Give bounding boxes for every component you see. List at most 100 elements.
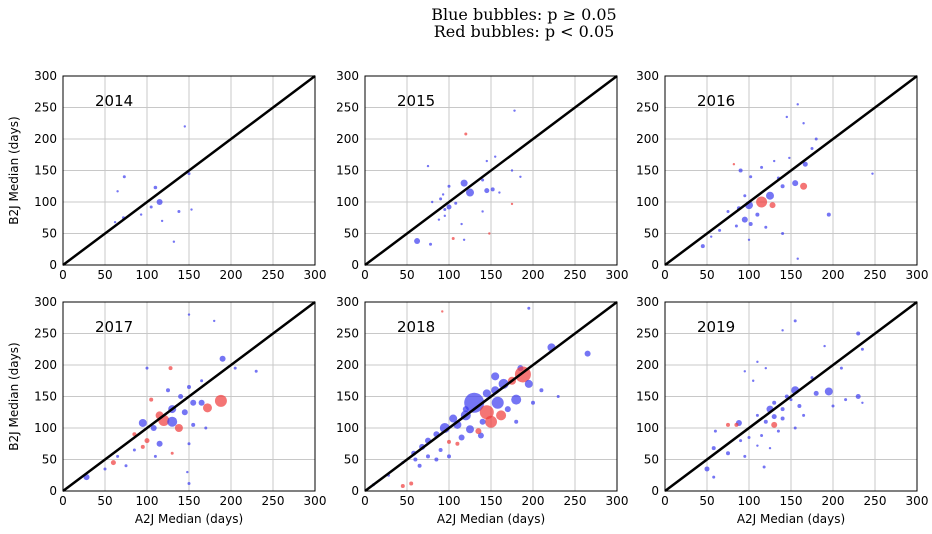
bubble-blue [802,413,806,417]
x-tick-label: 300 [906,268,929,282]
x-tick-label: 300 [906,494,929,508]
axes-frame [364,301,618,492]
bubble-blue [584,350,591,357]
bubble-blue [490,187,495,192]
bubble-blue [181,409,188,416]
bubble-blue [793,426,797,430]
bubble-red [214,394,227,407]
bubble-blue [519,175,522,178]
bubble-blue [139,213,143,216]
bubble-red [726,422,730,427]
year-label: 2017 [95,318,133,336]
bubble-blue [771,414,777,420]
bubble-blue [780,416,785,421]
x-tick-label: 250 [864,268,887,282]
y-tick-label: 300 [336,69,359,83]
bubble-blue [485,159,488,163]
x-tick-label: 50 [399,268,414,282]
bubble-blue [187,313,191,316]
y-tick-label: 200 [636,132,659,146]
x-axis-label: A2J Median (days) [135,512,243,526]
bubble-blue [810,146,814,150]
bubble-blue [479,418,486,425]
bubble-blue [113,220,117,224]
x-tick-label: 200 [522,494,545,508]
x-tick-label: 50 [97,268,112,282]
y-tick-label: 150 [336,390,359,404]
bubble-blue [823,344,826,348]
bubble-blue [734,224,738,228]
bubble-blue [861,401,864,404]
x-tick-label: 150 [480,268,503,282]
bubble-blue [462,406,469,413]
bubble-blue [464,392,485,413]
x-tick-label: 300 [606,268,629,282]
bubble-blue [438,448,443,453]
x-tick-label: 300 [304,268,327,282]
x-tick-label: 0 [661,268,669,282]
y-axis-label: B2J Median (days) [7,342,21,450]
bubble-blue [756,360,759,364]
x-tick-label: 0 [361,494,369,508]
bubble-blue [460,179,468,187]
y-tick-label: 0 [651,258,659,272]
bubble-blue [780,184,785,189]
bubble-blue [792,180,799,187]
bubble-blue [796,257,799,260]
y-tick-label: 250 [336,327,359,341]
bubble-blue [446,204,452,210]
x-tick-label: 100 [438,494,461,508]
y-tick-label: 50 [344,227,359,241]
points-group [414,109,522,246]
bubble-blue [417,463,422,468]
y-tick-label: 150 [34,164,57,178]
bubble-blue [556,395,560,398]
x-tick-label: 300 [606,494,629,508]
bubble-red [174,424,183,432]
bubble-blue [860,347,864,351]
year-label: 2015 [397,92,435,110]
bubble-blue [763,419,768,424]
points-group [113,125,193,243]
bubble-blue [437,218,441,221]
bubble-blue [749,175,753,179]
x-tick-label: 0 [361,268,369,282]
x-tick-label: 100 [738,494,761,508]
bubble-blue [413,457,418,462]
bubble-blue [447,454,451,459]
bubble-blue [198,399,205,406]
bubble-blue [741,216,748,223]
bubble-blue [167,416,178,427]
bubble-red [510,202,514,206]
bubble-red [800,182,808,190]
bubble-blue [743,370,746,373]
bubble-red [756,196,768,208]
y-tick-label: 150 [336,164,359,178]
bubble-blue [772,400,777,405]
bubble-blue [511,394,522,405]
bubble-blue [466,425,474,434]
x-tick-label: 0 [59,268,67,282]
bubble-blue [844,398,848,402]
bubble-blue [414,238,421,245]
scatter-panel-2018: 00 50 50 100 100 150 150 200 200 250 250 300 300 2018… [336,295,628,526]
bubble-blue [116,454,120,458]
y-tick-label: 50 [644,227,659,241]
bubble-blue [132,448,136,452]
bubble-blue [124,464,128,468]
bubble-blue [149,205,153,209]
bubble-blue [839,366,843,370]
bubble-blue [781,329,784,332]
bubble-blue [785,115,788,119]
axes-frame [664,75,918,266]
bubble-blue [191,422,196,427]
bubble-red [170,451,174,455]
bubble-blue [513,109,516,112]
bubble-blue [855,394,861,399]
identity-line [364,301,618,492]
bubble-blue [187,481,191,485]
bubble-blue [726,209,730,213]
bubble-red [496,410,507,421]
bubble-blue [514,419,519,424]
